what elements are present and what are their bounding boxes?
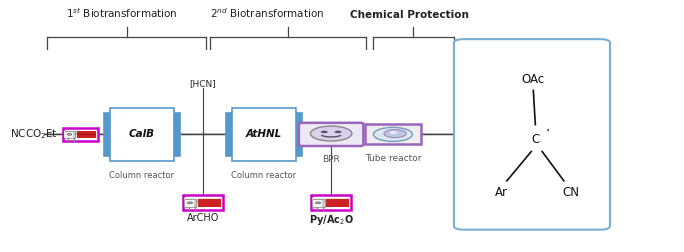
FancyBboxPatch shape: [313, 199, 325, 207]
FancyBboxPatch shape: [312, 198, 350, 207]
FancyBboxPatch shape: [65, 132, 73, 138]
Circle shape: [67, 134, 72, 135]
Text: OAc: OAc: [522, 73, 545, 85]
Circle shape: [187, 202, 192, 204]
Text: Chemical Protection: Chemical Protection: [350, 10, 469, 20]
Circle shape: [390, 131, 397, 134]
Text: ·: ·: [545, 124, 550, 138]
FancyBboxPatch shape: [454, 39, 610, 230]
Circle shape: [321, 131, 328, 133]
FancyBboxPatch shape: [313, 200, 322, 207]
FancyBboxPatch shape: [183, 196, 223, 210]
Text: 2$^{nd}$ Biotransformation: 2$^{nd}$ Biotransformation: [210, 6, 324, 20]
FancyBboxPatch shape: [311, 196, 352, 210]
Text: 1$^{st}$ Biotransformation: 1$^{st}$ Biotransformation: [66, 6, 177, 20]
Text: ArCHO: ArCHO: [187, 213, 219, 223]
FancyBboxPatch shape: [299, 123, 363, 146]
Text: BPR: BPR: [322, 154, 340, 164]
FancyBboxPatch shape: [184, 199, 196, 207]
FancyBboxPatch shape: [198, 199, 221, 207]
FancyBboxPatch shape: [64, 131, 97, 138]
Text: CN: CN: [562, 186, 579, 199]
FancyBboxPatch shape: [77, 131, 96, 138]
Text: Tube reactor: Tube reactor: [365, 154, 421, 163]
Text: Column reactor: Column reactor: [109, 171, 174, 180]
FancyBboxPatch shape: [104, 113, 109, 156]
FancyBboxPatch shape: [63, 128, 98, 141]
Circle shape: [315, 202, 321, 204]
Text: NCCO$_2$Et: NCCO$_2$Et: [10, 128, 57, 141]
FancyBboxPatch shape: [185, 200, 194, 207]
Circle shape: [384, 130, 406, 138]
FancyBboxPatch shape: [296, 113, 302, 156]
FancyBboxPatch shape: [365, 124, 421, 144]
Text: C: C: [531, 133, 540, 146]
Circle shape: [373, 128, 412, 141]
Text: Ar: Ar: [495, 186, 508, 199]
Text: AtHNL: AtHNL: [246, 130, 282, 139]
FancyBboxPatch shape: [232, 108, 296, 161]
FancyBboxPatch shape: [77, 134, 96, 135]
FancyBboxPatch shape: [109, 108, 174, 161]
Text: CalB: CalB: [129, 130, 155, 139]
FancyBboxPatch shape: [184, 198, 222, 207]
Circle shape: [334, 131, 341, 133]
Text: Column reactor: Column reactor: [231, 171, 297, 180]
FancyBboxPatch shape: [64, 131, 75, 138]
Text: Py/Ac$_2$O: Py/Ac$_2$O: [308, 213, 354, 227]
Circle shape: [311, 126, 352, 141]
FancyBboxPatch shape: [174, 113, 179, 156]
FancyBboxPatch shape: [326, 199, 349, 207]
FancyBboxPatch shape: [226, 113, 232, 156]
Text: [HCN]: [HCN]: [189, 79, 216, 88]
